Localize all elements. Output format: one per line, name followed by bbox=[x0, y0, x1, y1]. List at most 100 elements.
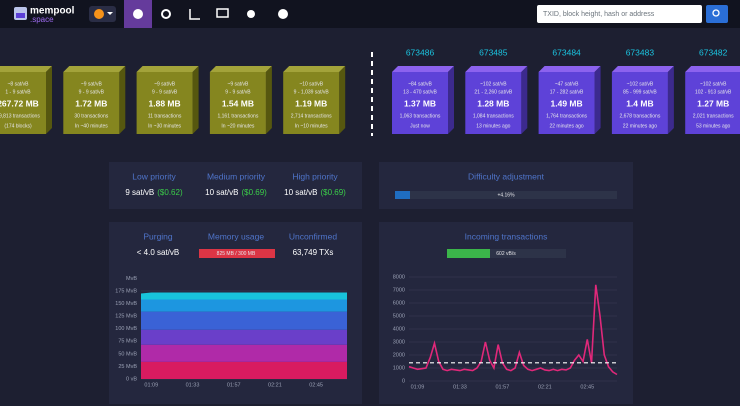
block-txs: 1,764 transactions bbox=[546, 113, 587, 119]
block-size: 1.27 MB bbox=[697, 98, 729, 108]
block-size: 1.37 MB bbox=[404, 98, 436, 108]
block-txs: 2,021 transactions bbox=[693, 113, 734, 119]
fee-fiat: ($0.69) bbox=[242, 188, 268, 197]
y-tick-label: 100 MvB bbox=[115, 326, 137, 332]
y-tick-label: 50 MvB bbox=[118, 351, 137, 357]
block-time: In ~40 minutes bbox=[75, 123, 108, 129]
x-tick-label: 01:57 bbox=[496, 384, 510, 390]
block-time: 53 minutes ago bbox=[696, 123, 730, 129]
nav-icon bbox=[133, 9, 143, 19]
fee-label: Low priority bbox=[132, 171, 176, 181]
block-time: (174 blocks) bbox=[4, 123, 32, 129]
nav-graphs[interactable] bbox=[189, 9, 200, 20]
block-time: 22 minutes ago bbox=[549, 123, 583, 129]
block-height: 673483 bbox=[626, 47, 655, 57]
block-front bbox=[538, 72, 595, 134]
incoming-title: Incoming transactions bbox=[465, 231, 548, 241]
stat-value: 825 MB / 300 MB bbox=[217, 251, 256, 257]
block-fee: ~102 sat/vB bbox=[627, 81, 654, 87]
block-side bbox=[119, 66, 126, 134]
fee-label: High priority bbox=[292, 171, 338, 181]
block-size: 1.4 MB bbox=[626, 98, 653, 108]
block-range: 9 - 9 sat/vB bbox=[225, 89, 251, 95]
y-tick-label: 25 MvB bbox=[118, 364, 137, 370]
block-height: 673482 bbox=[699, 47, 728, 57]
block-time: 22 minutes ago bbox=[623, 123, 657, 129]
incoming-progress bbox=[447, 249, 490, 258]
block-top bbox=[465, 66, 528, 72]
block-front bbox=[0, 72, 46, 134]
x-tick-label: 01:57 bbox=[227, 382, 241, 388]
block-time: In ~20 minutes bbox=[221, 123, 254, 129]
y-tick-label: 125 MvB bbox=[115, 314, 137, 320]
block-front bbox=[283, 72, 340, 134]
block-time: In ~10 minutes bbox=[295, 123, 328, 129]
block-top bbox=[283, 66, 346, 72]
y-tick-label: 7000 bbox=[393, 287, 405, 293]
block-front bbox=[392, 72, 448, 134]
y-tick-label: 2000 bbox=[393, 352, 405, 358]
nav-about[interactable] bbox=[278, 9, 288, 19]
difficulty-bar bbox=[395, 191, 617, 199]
search-input[interactable] bbox=[537, 5, 702, 23]
y-tick-label: 3000 bbox=[393, 339, 405, 345]
fee-sat: 10 sat/vB bbox=[205, 188, 238, 197]
block-height: 673485 bbox=[479, 47, 508, 57]
block-top bbox=[209, 66, 272, 72]
area bbox=[141, 361, 347, 379]
block-top bbox=[392, 66, 454, 72]
block-front bbox=[63, 72, 120, 134]
stat-label: Purging bbox=[143, 231, 173, 241]
block-side bbox=[594, 66, 601, 134]
y-tick-label: 175 MvB bbox=[115, 288, 137, 294]
search-button[interactable] bbox=[706, 5, 728, 23]
nav-api[interactable] bbox=[247, 10, 255, 18]
block-range: 17 - 282 sat/vB bbox=[550, 89, 584, 95]
block-txs: 2,714 transactions bbox=[291, 113, 332, 119]
fee-value: 10 sat/vB ($0.69) bbox=[205, 188, 267, 197]
x-tick-label: 02:21 bbox=[538, 384, 552, 390]
block-txs: 1,063 transactions bbox=[400, 113, 441, 119]
logo-text: mempool bbox=[30, 6, 75, 17]
y-tick-label: 0 vB bbox=[126, 376, 137, 382]
block-time: In ~30 minutes bbox=[148, 123, 181, 129]
nav-blocks[interactable] bbox=[161, 9, 171, 19]
difficulty-value: +4.16% bbox=[497, 192, 515, 198]
block-top bbox=[136, 66, 199, 72]
block-size: 267.72 MB bbox=[0, 98, 39, 108]
block-top bbox=[538, 66, 601, 72]
block-size: 1.19 MB bbox=[295, 98, 327, 108]
block-txs: 59,813 transactions bbox=[0, 113, 40, 119]
block-range: 9 - 9 sat/vB bbox=[79, 89, 105, 95]
block-time: Just now bbox=[410, 123, 430, 129]
logo-suffix: .space bbox=[30, 15, 54, 24]
stat-value: < 4.0 sat/vB bbox=[137, 248, 179, 257]
block-range: 85 - 999 sat/vB bbox=[623, 89, 657, 95]
fee-value: 10 sat/vB ($0.69) bbox=[284, 188, 346, 197]
area bbox=[141, 344, 347, 362]
caret bbox=[107, 12, 113, 15]
block-range: 102 - 913 sat/vB bbox=[695, 89, 732, 95]
line bbox=[408, 284, 618, 376]
block-fee: ~9 sat/vB bbox=[227, 81, 249, 87]
block-fee: ~102 sat/vB bbox=[700, 81, 727, 87]
y-tick-label: 8000 bbox=[393, 274, 405, 280]
stat-label: Memory usage bbox=[208, 231, 264, 241]
block-time: 13 minutes ago bbox=[476, 123, 510, 129]
block-size: 1.54 MB bbox=[222, 98, 254, 108]
stat-value: 63,749 TXs bbox=[293, 248, 334, 257]
logo-icon-fill bbox=[16, 13, 25, 18]
block-txs: 11 transactions bbox=[148, 113, 182, 119]
block-txs: 1,161 transactions bbox=[217, 113, 258, 119]
nav-tv[interactable] bbox=[216, 8, 229, 18]
search-icon bbox=[712, 9, 720, 17]
y-tick-label: 0 bbox=[402, 378, 405, 384]
block-front bbox=[465, 72, 522, 134]
block-size: 1.88 MB bbox=[149, 98, 181, 108]
block-fee: ~47 sat/vB bbox=[555, 81, 579, 87]
block-top bbox=[611, 66, 674, 72]
block-size: 1.28 MB bbox=[477, 98, 509, 108]
x-tick-label: 01:33 bbox=[453, 384, 467, 390]
